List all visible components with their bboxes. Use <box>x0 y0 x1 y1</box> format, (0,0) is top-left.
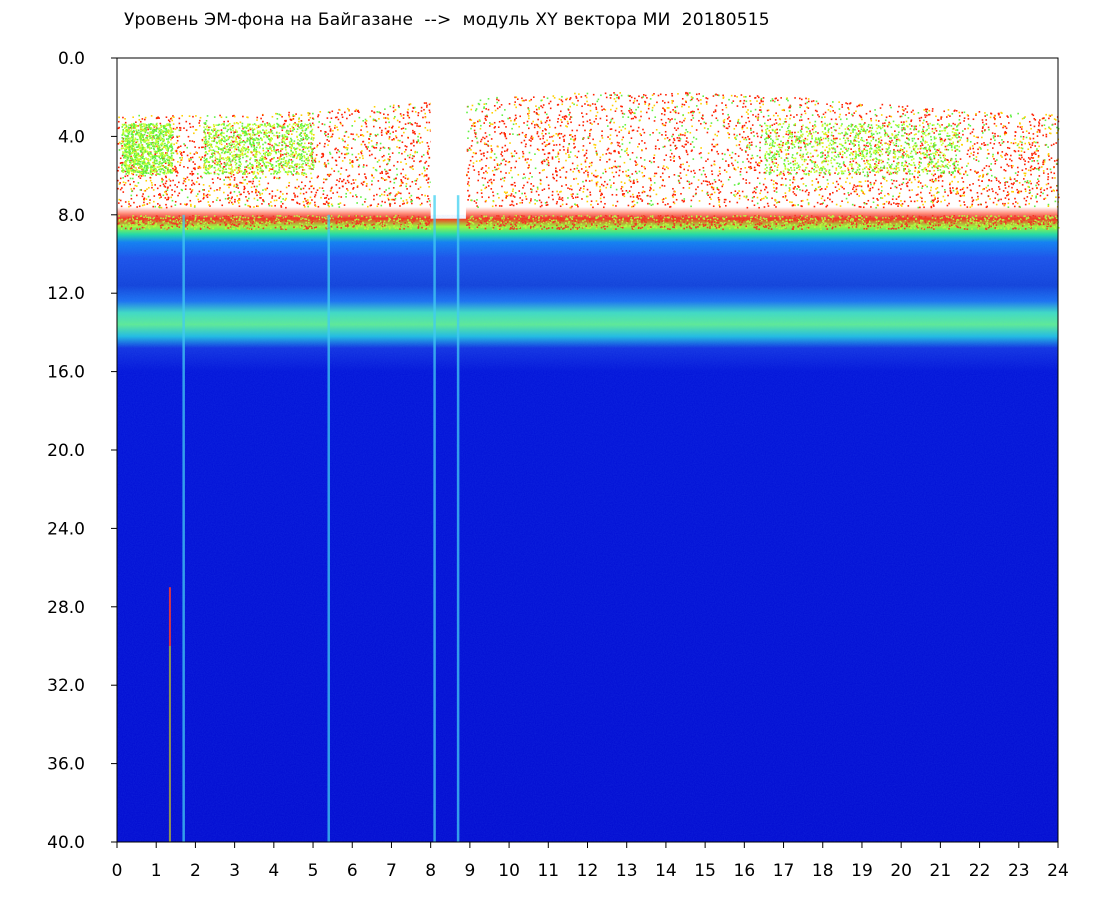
x-tick-label: 21 <box>930 861 952 881</box>
chart-title: Уровень ЭМ-фона на Байгазане --> модуль … <box>124 10 770 30</box>
axes: 0.0 4.0 8.0 12.0 16.0 20.0 24.0 28.0 32.0 36.0 40.… <box>47 49 1069 881</box>
y-tick-label: 24.0 <box>47 519 85 539</box>
x-tick-label: 9 <box>464 861 475 881</box>
x-tick-label: 24 <box>1047 861 1069 881</box>
x-tick-label: 8 <box>425 861 436 881</box>
data-gap <box>430 58 466 219</box>
x-tick-label: 13 <box>616 861 638 881</box>
y-tick-label: 36.0 <box>47 755 85 775</box>
x-tick-label: 22 <box>969 861 991 881</box>
plot-area <box>117 58 1060 843</box>
x-tick-label: 3 <box>229 861 240 881</box>
y-tick-label: 16.0 <box>47 363 85 383</box>
y-tick-label: 32.0 <box>47 676 85 696</box>
y-tick-label: 0.0 <box>58 49 85 69</box>
noise-texture <box>117 214 1058 843</box>
x-tick-label: 4 <box>268 861 279 881</box>
x-tick-label: 2 <box>190 861 201 881</box>
x-tick-label: 5 <box>308 861 319 881</box>
x-tick-label: 0 <box>112 861 123 881</box>
x-tick-label: 11 <box>537 861 559 881</box>
sparse-high-band <box>117 91 1060 209</box>
x-tick-label: 15 <box>694 861 716 881</box>
x-tick-label: 1 <box>151 861 162 881</box>
x-tick-label: 17 <box>773 861 795 881</box>
x-tick-label: 23 <box>1008 861 1030 881</box>
y-tick-label: 12.0 <box>47 284 85 304</box>
x-tick-label: 16 <box>734 861 756 881</box>
y-tick-label: 28.0 <box>47 598 85 618</box>
y-tick-label: 4.0 <box>58 127 85 147</box>
x-tick-label: 7 <box>386 861 397 881</box>
x-tick-label: 14 <box>655 861 677 881</box>
x-tick-label: 12 <box>577 861 599 881</box>
x-tick-label: 19 <box>851 861 873 881</box>
x-tick-label: 20 <box>890 861 912 881</box>
x-tick-label: 6 <box>347 861 358 881</box>
y-tick-label: 40.0 <box>47 833 85 853</box>
x-tick-label: 10 <box>498 861 520 881</box>
y-tick-label: 8.0 <box>58 206 85 226</box>
y-tick-label: 20.0 <box>47 441 85 461</box>
x-tick-label: 18 <box>812 861 834 881</box>
